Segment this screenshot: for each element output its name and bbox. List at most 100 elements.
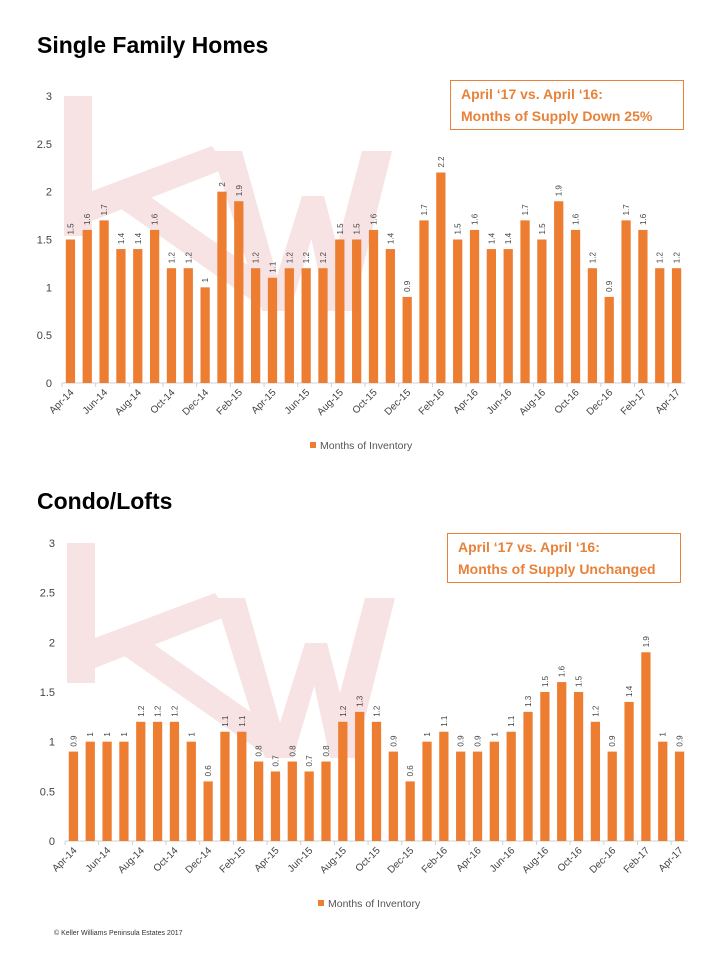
y-tick-label: 1 bbox=[49, 737, 55, 749]
y-tick-label: 0.5 bbox=[40, 786, 55, 798]
data-label: 1.7 bbox=[622, 204, 631, 216]
bar-Sep-16 bbox=[557, 682, 567, 841]
data-label: 0.9 bbox=[457, 735, 466, 747]
bar-Feb-17 bbox=[638, 229, 648, 383]
bar-Mar-15 bbox=[254, 761, 264, 841]
x-tick-label: Apr-17 bbox=[657, 845, 686, 874]
data-label: 0.6 bbox=[406, 765, 415, 777]
callout-line-2: Months of Supply Down 25% bbox=[461, 108, 653, 124]
x-tick-label: Jun-16 bbox=[488, 845, 518, 875]
data-label: 1 bbox=[103, 732, 112, 737]
x-tick-label: Aug-15 bbox=[318, 845, 349, 876]
watermark-k-stem bbox=[64, 96, 92, 236]
x-tick-label: Apr-17 bbox=[654, 387, 683, 416]
bar-Feb-17 bbox=[641, 652, 651, 841]
data-label: 1.1 bbox=[507, 715, 516, 727]
x-tick-label: Feb-16 bbox=[420, 845, 450, 875]
data-label: 1.5 bbox=[454, 223, 463, 235]
bar-Mar-16 bbox=[453, 239, 463, 383]
data-label: 0.9 bbox=[605, 280, 614, 292]
data-label: 0.9 bbox=[608, 735, 617, 747]
data-label: 1.2 bbox=[167, 252, 176, 264]
bar-May-15 bbox=[287, 761, 297, 841]
data-label: 1.5 bbox=[336, 223, 345, 235]
x-tick-label: Aug-15 bbox=[315, 387, 346, 418]
data-label: 1.1 bbox=[440, 715, 449, 727]
data-label: 1.6 bbox=[370, 213, 379, 225]
data-label: 0.8 bbox=[322, 745, 331, 757]
data-label: 1.2 bbox=[302, 252, 311, 264]
bar-Aug-16 bbox=[537, 239, 547, 383]
data-label: 1.2 bbox=[252, 252, 261, 264]
chart-title-condo: Condo/Lofts bbox=[37, 488, 173, 514]
watermark-w-left bbox=[212, 151, 324, 311]
bar-Apr-15 bbox=[267, 277, 278, 383]
data-label: 0.6 bbox=[204, 765, 213, 777]
bar-Apr-17 bbox=[674, 751, 685, 841]
data-label: 1.2 bbox=[170, 705, 179, 717]
watermark-k-stem bbox=[67, 543, 95, 683]
bar-Nov-14 bbox=[186, 741, 196, 841]
legend-label: Months of Inventory bbox=[320, 440, 413, 452]
data-label: 1.4 bbox=[487, 232, 496, 244]
data-label: 1.2 bbox=[673, 252, 682, 264]
x-tick-label: Apr-16 bbox=[452, 387, 481, 416]
data-label: 1.3 bbox=[356, 695, 365, 707]
bar-Oct-14 bbox=[166, 268, 177, 383]
x-tick-label: Feb-17 bbox=[622, 845, 652, 875]
callout-condo: April ‘17 vs. April ‘16: Months of Suppl… bbox=[447, 533, 681, 583]
bar-Aug-16 bbox=[540, 692, 550, 841]
bar-Dec-15 bbox=[405, 781, 415, 841]
bar-Jul-16 bbox=[523, 711, 533, 841]
y-tick-label: 2 bbox=[46, 187, 52, 199]
data-label: 0.9 bbox=[69, 735, 78, 747]
data-label: 1 bbox=[120, 732, 129, 737]
bar-Oct-15 bbox=[371, 721, 382, 841]
data-label: 1.6 bbox=[83, 213, 92, 225]
bar-Aug-15 bbox=[338, 721, 348, 841]
data-label: 1.2 bbox=[154, 705, 163, 717]
legend-swatch bbox=[318, 900, 324, 906]
bar-Nov-15 bbox=[388, 751, 398, 841]
data-label: 1.5 bbox=[541, 675, 550, 687]
data-label: 1.9 bbox=[235, 185, 244, 197]
x-tick-label: Jun-16 bbox=[485, 387, 515, 417]
bar-Jun-16 bbox=[506, 731, 516, 841]
bar-Feb-16 bbox=[436, 172, 446, 383]
x-tick-label: Feb-15 bbox=[215, 387, 245, 417]
watermark-k-leg bbox=[117, 191, 292, 311]
data-label: 1.6 bbox=[639, 213, 648, 225]
watermark-w-left bbox=[215, 598, 327, 758]
y-tick-label: 3 bbox=[46, 91, 52, 103]
bar-Mar-17 bbox=[658, 741, 668, 841]
y-tick-label: 3 bbox=[49, 538, 55, 550]
bar-Feb-15 bbox=[237, 731, 247, 841]
bar-Jul-16 bbox=[520, 220, 530, 383]
watermark-w-right bbox=[305, 598, 395, 758]
bar-Sep-16 bbox=[554, 201, 564, 383]
watermark-w-right bbox=[302, 151, 392, 311]
bar-May-14 bbox=[85, 741, 95, 841]
data-label: 1 bbox=[86, 732, 95, 737]
bar-Dec-15 bbox=[402, 296, 412, 383]
x-tick-label: Dec-16 bbox=[585, 387, 616, 418]
bar-Apr-16 bbox=[469, 229, 480, 383]
bar-May-16 bbox=[486, 249, 496, 383]
data-label: 1.6 bbox=[151, 213, 160, 225]
data-label: 1.2 bbox=[591, 705, 600, 717]
bar-Jan-16 bbox=[422, 741, 432, 841]
bar-Aug-14 bbox=[136, 721, 146, 841]
data-label: 1.6 bbox=[572, 213, 581, 225]
x-tick-label: Oct-14 bbox=[152, 845, 181, 874]
bar-Sep-14 bbox=[152, 721, 163, 841]
data-label: 0.9 bbox=[389, 735, 398, 747]
x-tick-label: Apr-14 bbox=[48, 387, 77, 416]
bar-Dec-16 bbox=[604, 296, 614, 383]
data-label: 0.7 bbox=[271, 755, 280, 767]
bar-Sep-15 bbox=[355, 711, 365, 841]
bar-Jun-15 bbox=[301, 268, 311, 383]
bar-Aug-15 bbox=[335, 239, 345, 383]
y-tick-label: 0.5 bbox=[37, 330, 52, 342]
data-label: 1.5 bbox=[66, 223, 75, 235]
data-label: 1.6 bbox=[558, 665, 567, 677]
